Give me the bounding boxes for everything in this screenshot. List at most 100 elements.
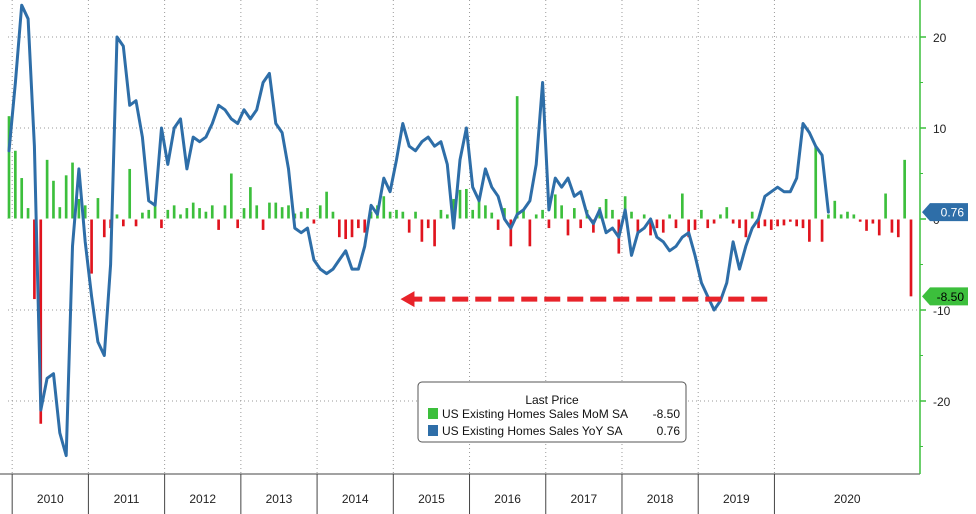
mom-bar xyxy=(325,191,328,219)
mom-bar xyxy=(20,178,24,219)
mom-bar xyxy=(39,219,43,424)
mom-bar xyxy=(331,211,335,219)
mom-bar xyxy=(369,211,373,219)
mom-bar xyxy=(471,209,475,219)
x-tick-label: 2013 xyxy=(266,492,293,506)
x-tick-label: 2014 xyxy=(342,492,369,506)
mom-bar xyxy=(896,219,900,238)
mom-bar xyxy=(592,219,595,233)
mom-last-value-badge xyxy=(922,287,968,306)
yoy-last-value-badge-label: 0.76 xyxy=(941,206,965,220)
mom-bar xyxy=(382,196,386,219)
mom-bar xyxy=(458,189,462,219)
legend-title: Last Price xyxy=(525,393,579,407)
mom-bar xyxy=(357,219,360,229)
mom-bar xyxy=(287,205,290,219)
mom-bar xyxy=(445,214,449,219)
mom-bar xyxy=(763,219,767,227)
mom-bar xyxy=(452,198,455,219)
mom-bar xyxy=(344,219,347,240)
mom-bar xyxy=(877,219,881,236)
mom-bar xyxy=(674,219,678,229)
mom-bar xyxy=(249,187,252,219)
mom-bar xyxy=(833,200,837,219)
mom-bar xyxy=(668,214,671,219)
mom-last-value-badge-label: -8.50 xyxy=(937,290,965,304)
mom-bar xyxy=(490,212,494,219)
mom-bar xyxy=(865,219,868,231)
mom-bar xyxy=(852,214,856,219)
mom-bar xyxy=(611,209,614,219)
mom-bar xyxy=(134,219,138,227)
mom-bar xyxy=(757,219,760,229)
mom-bar xyxy=(363,219,367,233)
mom-bar xyxy=(776,219,779,227)
mom-bar xyxy=(795,219,798,227)
mom-bar xyxy=(655,219,659,229)
mom-bar xyxy=(769,219,773,230)
mom-bar xyxy=(496,219,500,230)
y-tick-label: -10 xyxy=(933,304,951,318)
mom-bar xyxy=(128,168,132,219)
mom-bar xyxy=(808,219,811,242)
mom-bar xyxy=(858,219,862,222)
mom-bar xyxy=(160,219,163,229)
mom-bar xyxy=(191,202,195,219)
mom-bar xyxy=(90,219,93,274)
mom-bar xyxy=(680,193,684,219)
legend-value-mom: -8.50 xyxy=(653,407,681,421)
mom-bar xyxy=(33,219,36,300)
mom-bar xyxy=(242,208,246,219)
mom-bar xyxy=(788,219,792,222)
mom-bar xyxy=(814,146,818,219)
mom-bar xyxy=(573,208,576,219)
mom-bar xyxy=(871,219,875,224)
mom-bar xyxy=(102,219,106,238)
mom-bar xyxy=(522,209,525,219)
mom-bar xyxy=(122,219,125,227)
mom-bar xyxy=(560,205,563,219)
mom-bar xyxy=(623,196,627,219)
mom-bar xyxy=(706,219,710,229)
mom-bar xyxy=(388,211,392,219)
mom-bar xyxy=(280,207,284,219)
mom-bar xyxy=(141,212,144,219)
x-tick-label: 2016 xyxy=(494,492,521,506)
legend-box xyxy=(417,381,687,443)
mom-bar xyxy=(414,211,417,219)
x-tick-label: 2011 xyxy=(114,492,140,506)
mom-bar xyxy=(553,194,557,219)
mom-bar xyxy=(890,219,894,233)
mom-bar xyxy=(687,219,691,238)
mom-bar xyxy=(96,198,100,219)
x-tick-label: 2019 xyxy=(723,492,750,506)
mom-bar xyxy=(166,209,170,219)
legend-label-yoy: US Existing Homes Sales YoY SA xyxy=(442,424,623,438)
mom-bar xyxy=(83,205,87,219)
yoy-series-line xyxy=(7,3,830,458)
mom-bar xyxy=(223,205,227,219)
mom-bar xyxy=(509,219,513,247)
mom-bar xyxy=(649,219,652,236)
mom-bar xyxy=(782,219,786,226)
mom-bar xyxy=(268,202,271,219)
mom-bar xyxy=(909,219,913,297)
x-tick-label: 2012 xyxy=(189,492,216,506)
y-tick-label: -20 xyxy=(933,395,951,409)
mom-bar xyxy=(147,209,151,219)
mom-bar xyxy=(820,219,824,242)
mom-bar xyxy=(58,207,62,219)
x-tick-label: 2017 xyxy=(571,492,598,506)
mom-bar xyxy=(725,207,729,219)
mom-bar xyxy=(426,219,430,229)
mom-bar xyxy=(636,219,640,233)
mom-bar xyxy=(71,162,74,219)
mom-bar xyxy=(903,159,906,219)
mom-bar xyxy=(515,96,519,219)
mom-bar xyxy=(318,205,322,219)
last-value-badges: 0.76 -8.50 xyxy=(922,203,968,306)
mom-bar xyxy=(642,214,646,219)
x-tick-label: 2015 xyxy=(418,492,445,506)
x-tick-label: 2020 xyxy=(834,492,861,506)
